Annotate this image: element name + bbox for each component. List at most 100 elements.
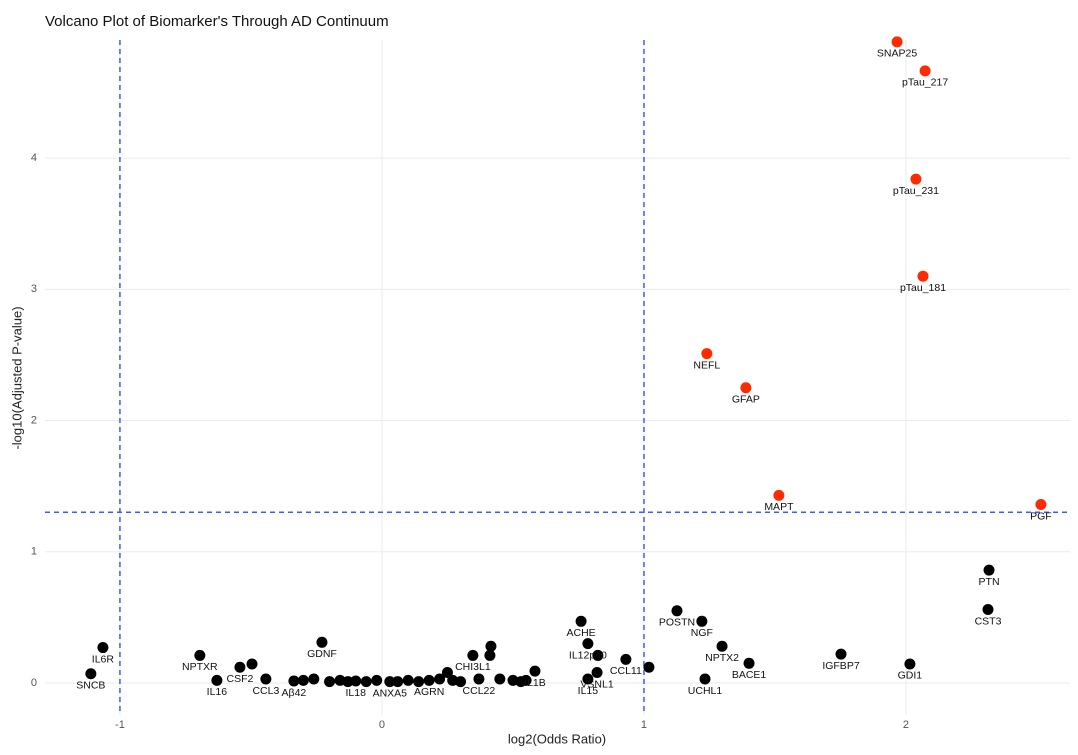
- point: [360, 676, 372, 688]
- point: [904, 658, 916, 670]
- point-label: pTau_181: [900, 282, 946, 294]
- point: [620, 653, 632, 665]
- point: [701, 348, 713, 360]
- point: [835, 648, 847, 660]
- point: [891, 36, 903, 48]
- point-label: NPTXR: [182, 661, 218, 673]
- point: [194, 649, 206, 661]
- y-axis-title: -log10(Adjusted P-value): [9, 306, 24, 449]
- point: [97, 642, 109, 654]
- point: [575, 615, 587, 627]
- point: [716, 640, 728, 652]
- point-label: NGF: [691, 627, 713, 639]
- point-label: PGF: [1030, 510, 1052, 522]
- point: [592, 649, 604, 661]
- x-tick-label: 2: [903, 719, 909, 731]
- point: [434, 673, 446, 685]
- point-label: IL12p40: [569, 649, 607, 661]
- point-label: CCL11: [610, 665, 642, 677]
- x-tick-label: 1: [641, 719, 647, 731]
- point-label: CCL22: [463, 685, 496, 697]
- point-label: GDNF: [307, 648, 337, 660]
- point-label: NEFL: [693, 359, 720, 371]
- point: [591, 666, 603, 678]
- point: [342, 676, 354, 688]
- point: [324, 676, 336, 688]
- point-label: IGFBP7: [822, 660, 860, 672]
- point-label: VSNL1: [580, 678, 613, 690]
- point-label: SNCB: [76, 680, 105, 692]
- point: [441, 666, 453, 678]
- point: [910, 173, 922, 185]
- point: [211, 674, 223, 686]
- point-label: GDI1: [898, 670, 923, 682]
- point: [494, 673, 506, 685]
- point: [773, 489, 785, 501]
- point-label: IL16: [207, 686, 228, 698]
- point: [246, 658, 258, 670]
- point-label: POSTN: [659, 617, 695, 629]
- point-label: pTau_231: [893, 185, 939, 197]
- point-label: IL6R: [92, 653, 115, 665]
- point: [392, 676, 404, 688]
- point: [485, 640, 497, 652]
- point: [982, 603, 994, 615]
- point: [919, 65, 931, 77]
- point: [582, 673, 594, 685]
- point: [582, 638, 594, 650]
- point-label: Aβ42: [282, 687, 307, 699]
- point: [743, 657, 755, 669]
- point: [473, 673, 485, 685]
- point-label: AGRN: [414, 686, 444, 698]
- point-label: UCHL1: [688, 685, 723, 697]
- point: [350, 675, 362, 687]
- point: [384, 676, 396, 688]
- point: [308, 673, 320, 685]
- point: [85, 668, 97, 680]
- chart-title: Volcano Plot of Biomarker's Through AD C…: [45, 13, 389, 30]
- point-label: MAPT: [764, 501, 794, 513]
- point: [371, 674, 383, 686]
- point-label: CCL3: [252, 685, 279, 697]
- point: [455, 676, 467, 688]
- point-label: SNAP25: [877, 48, 917, 60]
- point: [484, 649, 496, 661]
- point: [288, 675, 300, 687]
- point-label: pTau_217: [902, 77, 948, 89]
- point-label: ANXA5: [373, 687, 408, 699]
- point-label: BACE1: [732, 669, 767, 681]
- point: [671, 605, 683, 617]
- point: [696, 615, 708, 627]
- point-label: IL15: [578, 685, 599, 697]
- point: [699, 673, 711, 685]
- x-tick-label: -1: [115, 719, 125, 731]
- point-label: NPTX2: [705, 652, 739, 664]
- y-tick-label: 1: [31, 546, 37, 558]
- point-label: CSF2: [227, 673, 254, 685]
- point: [316, 636, 328, 648]
- point-label: CST3: [975, 615, 1002, 627]
- point-label: GFAP: [732, 394, 760, 406]
- point-label: ACHE: [566, 627, 595, 639]
- point: [917, 270, 929, 282]
- point: [413, 676, 425, 688]
- point: [297, 674, 309, 686]
- point-label: PTN: [979, 576, 1000, 588]
- x-tick-label: 0: [379, 719, 385, 731]
- point: [467, 649, 479, 661]
- point: [643, 661, 655, 673]
- point: [234, 661, 246, 673]
- point-label: CHI3L1: [455, 661, 491, 673]
- y-tick-label: 4: [31, 152, 37, 164]
- y-tick-label: 3: [31, 283, 37, 295]
- x-axis-title: log2(Odds Ratio): [508, 731, 606, 746]
- point: [423, 674, 435, 686]
- point-label: IL1B: [524, 677, 546, 689]
- point: [515, 676, 527, 688]
- y-tick-label: 2: [31, 414, 37, 426]
- y-tick-label: 0: [31, 677, 37, 689]
- point: [260, 673, 272, 685]
- point: [1035, 499, 1047, 511]
- point: [740, 382, 752, 394]
